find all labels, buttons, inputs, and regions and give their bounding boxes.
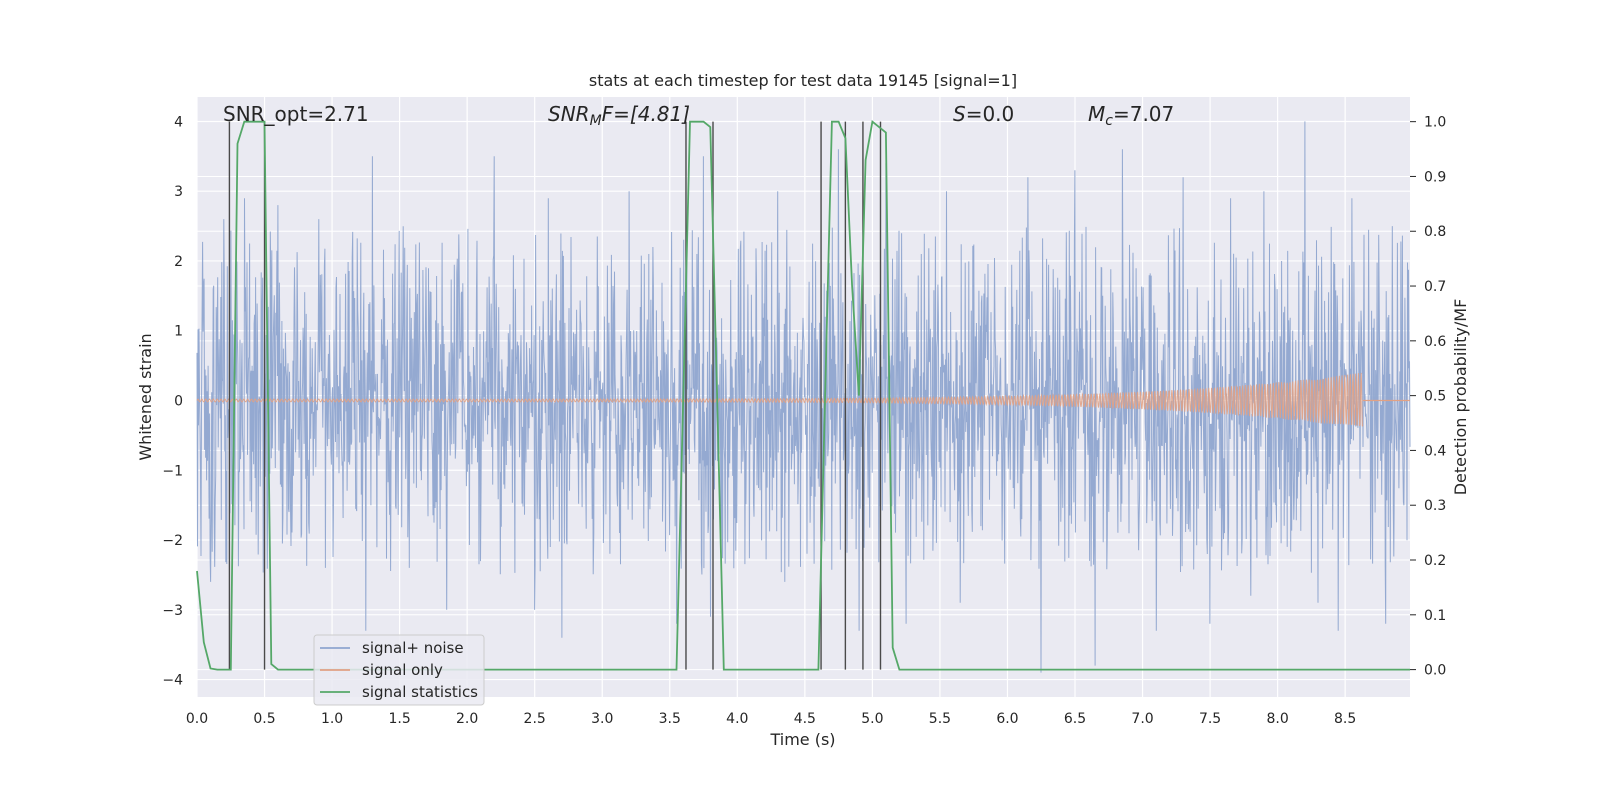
y2-tick-label: 0.4 xyxy=(1424,443,1446,459)
s-label: S xyxy=(953,102,966,126)
mc-annotation: Mc=7.07 xyxy=(1088,102,1174,129)
mc-subscript: c xyxy=(1105,113,1113,129)
snr-opt-annotation: SNR_opt=2.71 xyxy=(223,102,369,126)
signal-noise-line xyxy=(196,121,1411,673)
signal-statistics-line xyxy=(196,120,1410,671)
x-tick-label: 4.0 xyxy=(726,711,748,727)
y2-tick-label: 1.0 xyxy=(1424,115,1446,131)
right-axis-ticks: 0.0 0.1 0.2 0.3 0.4 0.5 0.6 0.7 0.8 0.9 1.0 xyxy=(1410,115,1446,679)
x-tick-label: 1.5 xyxy=(388,711,410,727)
x-axis-ticks: 0.0 0.5 1.0 1.5 2.0 2.5 3.0 3.5 4.0 4.5 5.0 5.5 6.0 6… xyxy=(186,711,1356,727)
y2-tick-label: 0.7 xyxy=(1424,279,1446,295)
x-tick-label: 4.5 xyxy=(794,711,816,727)
signal-only-line xyxy=(196,372,1364,427)
legend-label-signal-statistics: signal statistics xyxy=(362,683,478,701)
x-tick-label: 2.5 xyxy=(524,711,546,727)
y-tick-label: 3 xyxy=(174,184,183,200)
x-tick-label: 3.0 xyxy=(591,711,613,727)
x-axis-title: Time (s) xyxy=(769,730,835,749)
x-tick-label: 8.0 xyxy=(1266,711,1288,727)
x-tick-label: 5.0 xyxy=(861,711,883,727)
y-tick-label: 4 xyxy=(174,114,183,130)
y2-tick-label: 0.1 xyxy=(1424,608,1446,624)
snr-mf-value: F=[4.81] xyxy=(602,102,690,126)
y2-tick-label: 0.8 xyxy=(1424,224,1446,240)
y2-tick-label: 0.9 xyxy=(1424,169,1446,185)
y-tick-label: −1 xyxy=(162,463,183,479)
mc-label: M xyxy=(1088,102,1105,126)
y-tick-label: −3 xyxy=(162,603,183,619)
y-tick-label: −4 xyxy=(162,673,183,689)
y2-tick-label: 0.2 xyxy=(1424,553,1446,569)
detection-markers xyxy=(228,121,882,670)
y2-tick-label: 0.3 xyxy=(1424,498,1446,514)
x-tick-label: 7.5 xyxy=(1199,711,1221,727)
x-tick-label: 0.0 xyxy=(186,711,208,727)
signal-noise-series xyxy=(196,121,1411,673)
legend-box xyxy=(313,634,485,706)
y2-axis-title: Detection probability/MF xyxy=(1451,299,1470,496)
legend-label-signal-noise: signal+ noise xyxy=(362,639,464,657)
legend: signal+ noise signal only signal statist… xyxy=(313,634,485,706)
y2-tick-label: 0.0 xyxy=(1424,663,1446,679)
y-tick-label: 2 xyxy=(174,254,183,270)
snr-mf-subscript: M xyxy=(590,113,602,129)
x-tick-label: 0.5 xyxy=(253,711,275,727)
x-tick-label: 1.0 xyxy=(321,711,343,727)
snr-mf-annotation: SNRMF=[4.81] xyxy=(548,102,690,129)
y-tick-label: 0 xyxy=(174,393,183,409)
snr-mf-label: SNR xyxy=(548,102,590,126)
left-axis-ticks: −4 −3 −2 −1 0 1 2 3 4 xyxy=(162,114,183,688)
mc-value: =7.07 xyxy=(1113,102,1174,126)
x-tick-label: 2.0 xyxy=(456,711,478,727)
x-tick-label: 6.0 xyxy=(996,711,1018,727)
x-tick-label: 3.5 xyxy=(659,711,681,727)
chart-title: stats at each timestep for test data 191… xyxy=(589,71,1017,90)
legend-label-signal-only: signal only xyxy=(362,661,443,679)
s-value: =0.0 xyxy=(966,102,1015,126)
y-tick-label: 1 xyxy=(174,324,183,340)
s-annotation: S=0.0 xyxy=(953,102,1014,126)
x-tick-label: 7.0 xyxy=(1131,711,1153,727)
y-tick-label: −2 xyxy=(162,533,183,549)
y2-tick-label: 0.5 xyxy=(1424,389,1446,405)
x-tick-label: 5.5 xyxy=(929,711,951,727)
y2-tick-label: 0.6 xyxy=(1424,334,1446,350)
signal-only-series xyxy=(196,372,1410,427)
signal-statistics-series xyxy=(196,120,1410,671)
x-tick-label: 6.5 xyxy=(1064,711,1086,727)
x-tick-label: 8.5 xyxy=(1334,711,1356,727)
y-axis-title: Whitened strain xyxy=(136,333,155,460)
